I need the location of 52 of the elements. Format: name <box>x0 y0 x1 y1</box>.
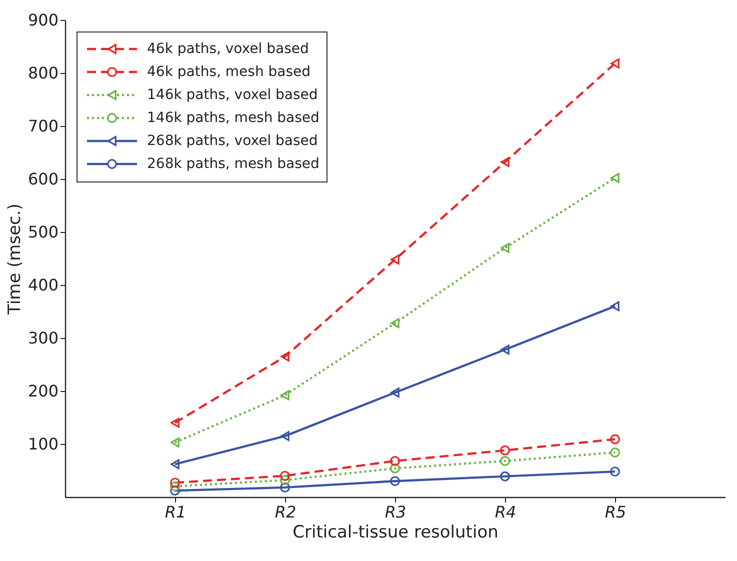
point <box>500 456 510 466</box>
point <box>610 172 620 183</box>
y-tick-label: 300 <box>28 328 58 348</box>
point <box>280 475 290 486</box>
legend-label: 46k paths, mesh based <box>147 64 311 80</box>
x-tick-label: R3 <box>384 502 406 522</box>
point <box>280 482 290 492</box>
x-tick-label: R1 <box>164 502 186 522</box>
point <box>280 390 290 400</box>
legend-label: 146k paths, voxel based <box>147 87 318 103</box>
y-tick-label: 900 <box>28 10 58 30</box>
point <box>610 466 620 477</box>
point <box>390 476 400 486</box>
point <box>280 470 290 481</box>
point <box>390 254 400 265</box>
point <box>170 481 180 492</box>
point <box>500 445 510 456</box>
point <box>280 431 290 442</box>
point <box>280 352 290 362</box>
point <box>500 242 510 253</box>
y-tick-label: 600 <box>28 170 58 188</box>
y-tick-label: 800 <box>28 64 58 82</box>
point <box>500 157 510 168</box>
point <box>170 459 180 470</box>
point <box>170 478 180 488</box>
x-tick-label: R5 <box>604 502 626 522</box>
point <box>390 388 400 398</box>
point <box>170 418 180 428</box>
point <box>390 318 400 328</box>
point <box>610 448 620 458</box>
point <box>170 437 180 448</box>
legend-label: 146k paths, mesh based <box>147 110 320 126</box>
y-tick-label: 500 <box>28 222 58 242</box>
y-axis-title: Time (msec.) <box>4 204 25 316</box>
x-tick-label: R2 <box>274 502 296 522</box>
y-tick-label: 100 <box>28 434 58 454</box>
legend-label: 268k paths, mesh based <box>147 156 320 172</box>
point <box>610 58 620 68</box>
point <box>610 434 620 444</box>
y-tick-label: 200 <box>28 382 58 400</box>
legend-label: 268k paths, voxel based <box>147 133 318 149</box>
x-tick-label: R4 <box>494 502 516 522</box>
y-tick-label: 400 <box>28 276 58 294</box>
y-tick-label: 700 <box>28 116 58 136</box>
point <box>390 456 400 466</box>
point <box>170 486 180 496</box>
point <box>500 344 510 355</box>
point <box>500 471 510 482</box>
legend-label: 46k paths, voxel based <box>147 41 309 57</box>
point <box>610 301 620 312</box>
x-axis-title: Critical-tissue resolution <box>292 522 498 542</box>
point <box>390 463 400 474</box>
